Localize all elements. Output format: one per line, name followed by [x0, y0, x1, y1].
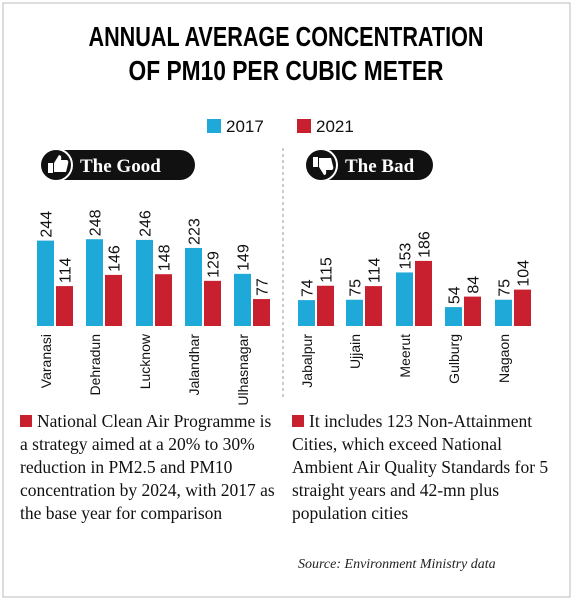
badge-label: The Bad: [345, 156, 415, 177]
badge: [304, 148, 433, 182]
source: Source: Environment Ministry data: [298, 557, 496, 572]
bar: [253, 299, 270, 326]
note-text: It includes 123 Non-Attainment Cities, w…: [292, 411, 549, 523]
value-label: 74: [300, 279, 317, 297]
badge: [39, 148, 195, 182]
legend-label: 2021: [316, 117, 354, 136]
category-label: Jalandhar: [186, 334, 202, 396]
category-label: Varanasi: [38, 334, 54, 388]
badge-label: The Good: [80, 156, 161, 177]
bar: [234, 273, 251, 326]
bar: [105, 274, 122, 326]
category-label: Ulhasnagar: [235, 334, 251, 406]
bar: [365, 286, 382, 326]
category-label: Dehradun: [87, 334, 103, 396]
value-label: 75: [348, 279, 365, 297]
note: National Clean Air Programme is a strate…: [20, 410, 275, 525]
bar: [204, 280, 221, 326]
legend-label: 2017: [226, 117, 264, 136]
category-label: Jabalpur: [299, 334, 315, 388]
bar: [86, 239, 103, 326]
value-label: 54: [447, 286, 464, 304]
title-line: OF PM10 PER CUBIC METER: [129, 55, 444, 86]
category-label: Meerut: [397, 334, 413, 378]
bar: [56, 286, 73, 326]
value-label: 244: [39, 211, 56, 238]
value-label: 223: [187, 218, 204, 245]
value-label: 129: [206, 251, 223, 278]
value-label: 148: [157, 244, 174, 271]
note: It includes 123 Non-Attainment Cities, w…: [292, 410, 557, 525]
bullet: [20, 415, 32, 427]
bar: [155, 274, 172, 326]
bar: [298, 300, 315, 326]
bar: [464, 296, 481, 326]
bar: [185, 247, 202, 326]
bar: [317, 285, 334, 326]
category-label: Ujjain: [347, 334, 363, 369]
legend-swatch: [297, 119, 311, 133]
bar: [415, 260, 432, 326]
value-label: 115: [319, 257, 336, 283]
value-label: 246: [138, 210, 155, 237]
bar: [445, 307, 462, 326]
value-label: 77: [255, 278, 272, 296]
value-label: 114: [58, 257, 75, 283]
title-line: ANNUAL AVERAGE CONCENTRATION: [89, 21, 484, 52]
bullet: [292, 415, 304, 427]
bar: [514, 289, 531, 326]
value-label: 146: [107, 245, 124, 272]
value-label: 149: [236, 244, 253, 271]
value-label: 153: [398, 243, 415, 270]
value-label: 104: [516, 260, 533, 287]
value-label: 186: [417, 231, 434, 258]
bar: [37, 240, 54, 326]
category-label: Lucknow: [137, 333, 153, 389]
category-label: Nagaon: [496, 334, 512, 383]
value-label: 84: [466, 276, 483, 294]
value-label: 248: [88, 209, 105, 236]
value-label: 75: [497, 279, 514, 297]
bar: [346, 299, 363, 326]
bar: [495, 299, 512, 326]
legend-swatch: [207, 119, 221, 133]
bar: [396, 272, 413, 326]
category-label: Gulburg: [446, 334, 462, 384]
bar: [136, 239, 153, 326]
value-label: 114: [367, 257, 384, 283]
note-text: National Clean Air Programme is a strate…: [20, 411, 275, 523]
